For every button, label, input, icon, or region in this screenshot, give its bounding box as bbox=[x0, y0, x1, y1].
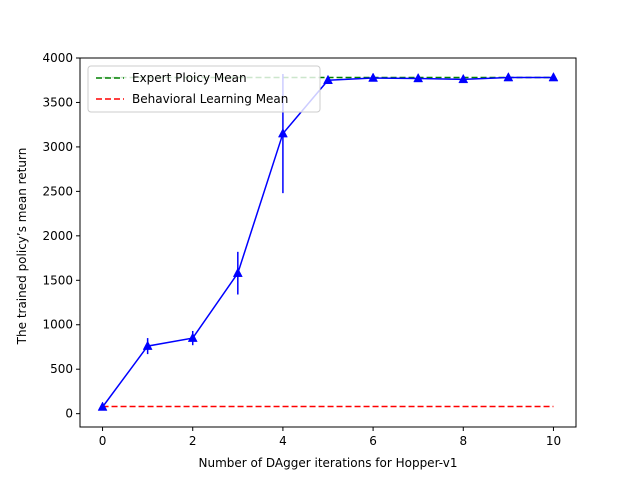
data-point bbox=[413, 72, 424, 83]
legend: Expert Ploicy Mean Behavioral Learning Me… bbox=[87, 65, 321, 113]
data-point bbox=[232, 267, 243, 277]
axes-border bbox=[79, 57, 577, 428]
y-tick-label: 1500 bbox=[42, 273, 73, 287]
x-tick-label: 4 bbox=[279, 434, 287, 448]
data-point bbox=[187, 332, 198, 342]
x-tick-label: 6 bbox=[369, 434, 377, 448]
data-point bbox=[458, 73, 469, 84]
data-point bbox=[323, 74, 333, 84]
y-tick-label: 500 bbox=[50, 362, 73, 376]
data-point bbox=[142, 340, 153, 350]
legend-box bbox=[87, 65, 321, 113]
x-tick-label: 8 bbox=[459, 434, 467, 448]
y-tick-label: 1000 bbox=[42, 318, 73, 332]
x-tick-label: 0 bbox=[99, 434, 107, 448]
plot-area bbox=[97, 72, 559, 411]
y-tick-label: 0 bbox=[65, 407, 73, 421]
data-point bbox=[368, 72, 379, 82]
data-point bbox=[97, 401, 108, 411]
dagger-mean-line bbox=[101, 76, 554, 408]
data-point bbox=[548, 72, 559, 82]
x-tick-label: 10 bbox=[546, 434, 561, 448]
y-tick-label: 2500 bbox=[42, 184, 73, 198]
y-tick-label: 3000 bbox=[42, 140, 73, 154]
y-tick-label: 4000 bbox=[42, 51, 73, 65]
legend-label: Behavioral Learning Mean bbox=[132, 92, 288, 106]
y-tick-label: 2000 bbox=[42, 229, 73, 243]
ticks: 0 2 4 6 8 10 0 500 1000 1500 2000 2500 3000 3500 4000 bbox=[42, 51, 561, 448]
data-point bbox=[277, 128, 288, 138]
data-point bbox=[503, 72, 514, 82]
y-tick-label: 3500 bbox=[42, 95, 73, 109]
legend-label: Expert Ploicy Mean bbox=[132, 71, 247, 85]
axes-frame bbox=[79, 57, 577, 428]
x-tick-label: 2 bbox=[189, 434, 197, 448]
x-axis-label: Number of DAgger iterations for Hopper-v… bbox=[199, 456, 458, 470]
y-axis-label: The trained policy’s mean return bbox=[15, 148, 29, 346]
